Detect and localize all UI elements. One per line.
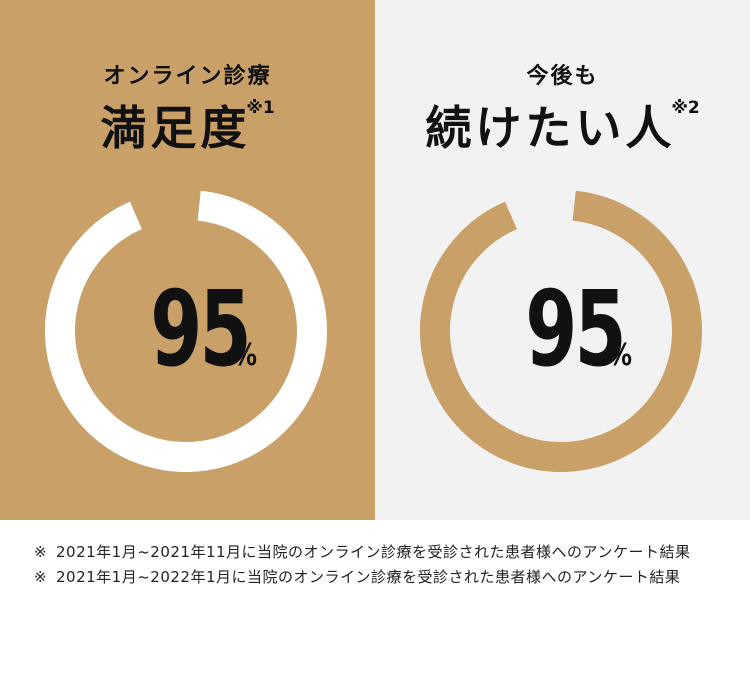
footnote-text: 2021年1月~2021年11月に当院のオンライン診療を受診された患者様へのアン… [56,543,691,561]
chart-title-text: 満足度 [100,101,251,155]
value-unit: % [607,338,632,373]
chart-title-text: 続けたい人 [425,101,676,155]
panel-satisfaction: オンライン診療 満足度※1 95% [0,0,375,520]
footnote-mark: ※ [34,543,48,561]
chart-title: 満足度※1 [0,92,375,158]
value-number: 95 [150,268,251,390]
chart-subtitle: 今後も [526,64,599,89]
note-mark: ※1 [246,98,275,118]
value-display: 95% [0,268,375,390]
footnotes: ※ 2021年1月~2021年11月に当院のオンライン診療を受診された患者様への… [34,540,724,590]
chart-title: 続けたい人※2 [375,92,750,158]
note-mark: ※2 [671,98,700,118]
donut-chart [420,190,702,472]
value-number: 95 [525,268,626,390]
panel-continue: 今後も 続けたい人※2 95% [375,0,750,520]
footnote-text: 2021年1月~2022年1月に当院のオンライン診療を受診された患者様へのアンケ… [56,568,681,586]
value-display: 95% [375,268,750,390]
footnote: ※ 2021年1月~2022年1月に当院のオンライン診療を受診された患者様へのア… [34,565,724,590]
value-unit: % [232,338,257,373]
donut-segment [420,190,702,472]
footnote-mark: ※ [34,568,48,586]
footnote: ※ 2021年1月~2021年11月に当院のオンライン診療を受診された患者様への… [34,540,724,565]
donut-chart [45,190,327,472]
chart-subtitle: オンライン診療 [103,64,272,89]
donut-segment [45,190,327,472]
